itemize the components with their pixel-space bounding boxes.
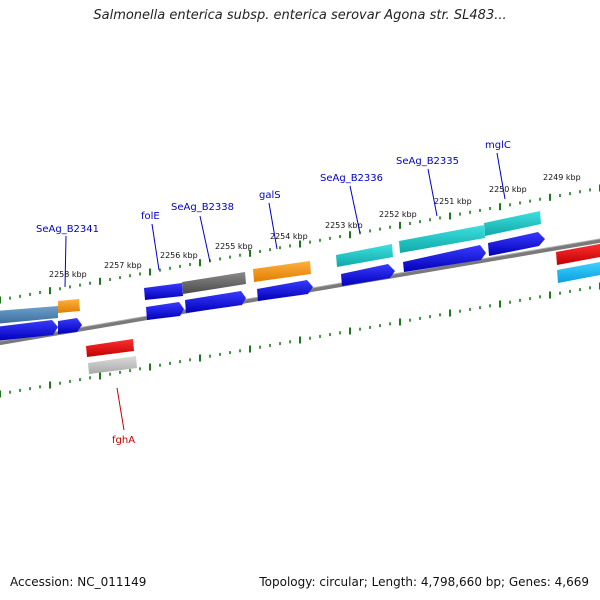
gene-block-right-sky[interactable]	[557, 261, 600, 283]
gene-block-SeAg_B2336[interactable]	[336, 244, 393, 267]
cds-arrow[interactable]	[257, 280, 313, 301]
gene-label-SeAg_B2336[interactable]: SeAg_B2336	[320, 173, 383, 184]
tick-label: 2255 kbp	[215, 242, 253, 251]
gene-block-SeAg_B2338[interactable]	[182, 272, 246, 294]
label-leader-lines	[64, 152, 506, 431]
tick-label: 2253 kbp	[325, 221, 363, 230]
cds-arrow[interactable]	[0, 320, 58, 341]
cds-arrow[interactable]	[58, 318, 82, 334]
tick-label: 2257 kbp	[104, 261, 142, 270]
tick-label: 2251 kbp	[434, 197, 472, 206]
genome-stats-text: Topology: circular; Length: 4,798,660 bp…	[259, 575, 589, 589]
gene-label-SeAg_B2338[interactable]: SeAg_B2338	[171, 202, 234, 213]
gene-block-right-red[interactable]	[556, 243, 600, 265]
gene-label-galS[interactable]: galS	[259, 190, 281, 201]
cds-arrow[interactable]	[341, 264, 395, 286]
accession-text: Accession: NC_011149	[10, 575, 147, 589]
gene-block-folE[interactable]	[144, 283, 183, 300]
tick-label: 2252 kbp	[379, 210, 417, 219]
cds-arrow[interactable]	[146, 302, 184, 320]
cds-arrow[interactable]	[185, 291, 246, 313]
cds-arrow[interactable]	[488, 232, 545, 256]
tick-label: 2254 kbp	[270, 232, 308, 241]
gene-label-SeAg_B2335[interactable]: SeAg_B2335	[396, 156, 459, 167]
gene-block-fghA-light[interactable]	[88, 356, 137, 374]
tick-label: 2249 kbp	[543, 173, 581, 182]
gene-label-SeAg_B2341[interactable]: SeAg_B2341	[36, 224, 99, 235]
gene-block-orange-small[interactable]	[58, 299, 80, 313]
gene-label-fghA[interactable]: fghA	[112, 435, 135, 446]
gene-block-SeAg_B2335[interactable]	[399, 225, 485, 253]
gene-block-mglC[interactable]	[484, 211, 541, 236]
gene-block-steel[interactable]	[0, 306, 58, 324]
kbp-tick-labels: 2258 kbp 2257 kbp 2256 kbp 2255 kbp 2254…	[49, 173, 581, 279]
gene-block-galS[interactable]	[253, 261, 311, 282]
gene-block-fghA-red[interactable]	[86, 339, 134, 357]
tick-label: 2258 kbp	[49, 270, 87, 279]
gene-label-mglC[interactable]: mglC	[485, 140, 511, 151]
forward-strand-features	[0, 211, 600, 324]
gene-label-folE[interactable]: folE	[141, 211, 160, 222]
reverse-strand-features	[86, 339, 137, 374]
genome-title: Salmonella enterica subsp. enterica sero…	[93, 8, 507, 23]
cds-arrow[interactable]	[403, 245, 486, 272]
cds-arrow-row	[0, 232, 600, 341]
inner-tick-track	[0, 282, 600, 398]
gene-labels: SeAg_B2341 folE SeAg_B2338 galS SeAg_B23…	[36, 140, 511, 446]
tick-label: 2250 kbp	[489, 185, 527, 194]
tick-label: 2256 kbp	[160, 251, 198, 260]
